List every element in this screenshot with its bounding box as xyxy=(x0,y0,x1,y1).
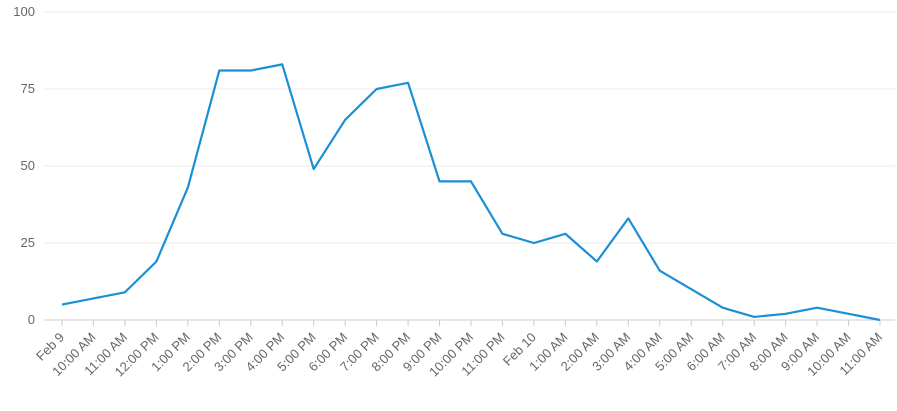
y-tick-label: 25 xyxy=(21,235,35,250)
y-tick-label: 100 xyxy=(13,4,35,19)
y-tick-label: 0 xyxy=(28,312,35,327)
data-line xyxy=(61,63,881,322)
y-tick-label: 75 xyxy=(21,81,35,96)
y-tick-label: 50 xyxy=(21,158,35,173)
